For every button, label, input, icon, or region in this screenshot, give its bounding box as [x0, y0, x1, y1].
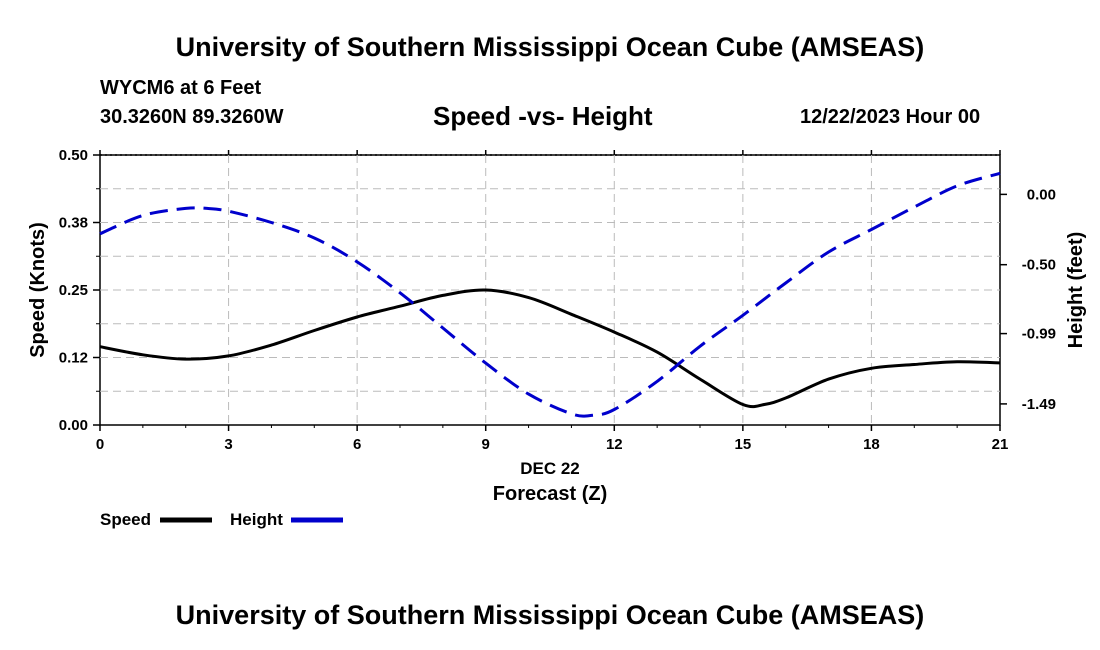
- y-tick-label: 0.25: [59, 282, 88, 299]
- y-axis-title: Speed (Knots): [27, 222, 49, 358]
- series-line-speed: [99, 288, 1001, 409]
- x-tick-label: 18: [863, 436, 880, 453]
- y2-axis-title: Height (feet): [1065, 232, 1087, 349]
- x-date-label: DEC 22: [520, 459, 580, 478]
- legend-speed-swatch: [160, 517, 212, 523]
- chart-title: Speed -vs- Height: [433, 101, 653, 131]
- x-tick-label: 15: [735, 436, 752, 453]
- x-tick-label: 0: [96, 436, 104, 453]
- y-tick-label: 0.00: [59, 417, 88, 434]
- series-layer: [99, 171, 1001, 418]
- x-tick-label: 21: [992, 436, 1009, 453]
- station-name: WYCM6 at 6 Feet: [100, 77, 262, 99]
- main-title: University of Southern Mississippi Ocean…: [175, 32, 925, 62]
- forecast-datetime: 12/22/2023 Hour 00: [800, 106, 981, 128]
- x-tick-label: 12: [606, 436, 623, 453]
- series-line-height: [99, 171, 1001, 418]
- tick-layer: [93, 150, 1007, 431]
- station-coordinates: 30.3260N 89.3260W: [100, 106, 284, 128]
- legend-height-label: Height: [230, 510, 283, 529]
- x-tick-label: 3: [224, 436, 232, 453]
- legend-speed-label: Speed: [100, 510, 152, 529]
- legend-height-swatch: [291, 517, 343, 523]
- x-axis-title: Forecast (Z): [493, 483, 607, 505]
- y-tick-label: 0.12: [59, 350, 88, 367]
- y2-tick-label: -0.99: [1022, 326, 1056, 343]
- y-tick-label: 0.38: [59, 215, 88, 232]
- x-tick-label: 9: [482, 436, 490, 453]
- y2-tick-label: -0.50: [1022, 257, 1056, 274]
- footer-title: University of Southern Mississippi Ocean…: [175, 600, 925, 630]
- y2-tick-label: -1.49: [1022, 396, 1056, 413]
- label-layer: 0 3 6 9 12 15 18 21 0.00 0.12 0.25 0.38 0.50 0.00 -0.5…: [27, 147, 1087, 505]
- grid-layer: [100, 154, 1000, 425]
- y-tick-label: 0.50: [59, 147, 88, 164]
- y2-tick-label: 0.00: [1027, 186, 1056, 203]
- x-tick-label: 6: [353, 436, 361, 453]
